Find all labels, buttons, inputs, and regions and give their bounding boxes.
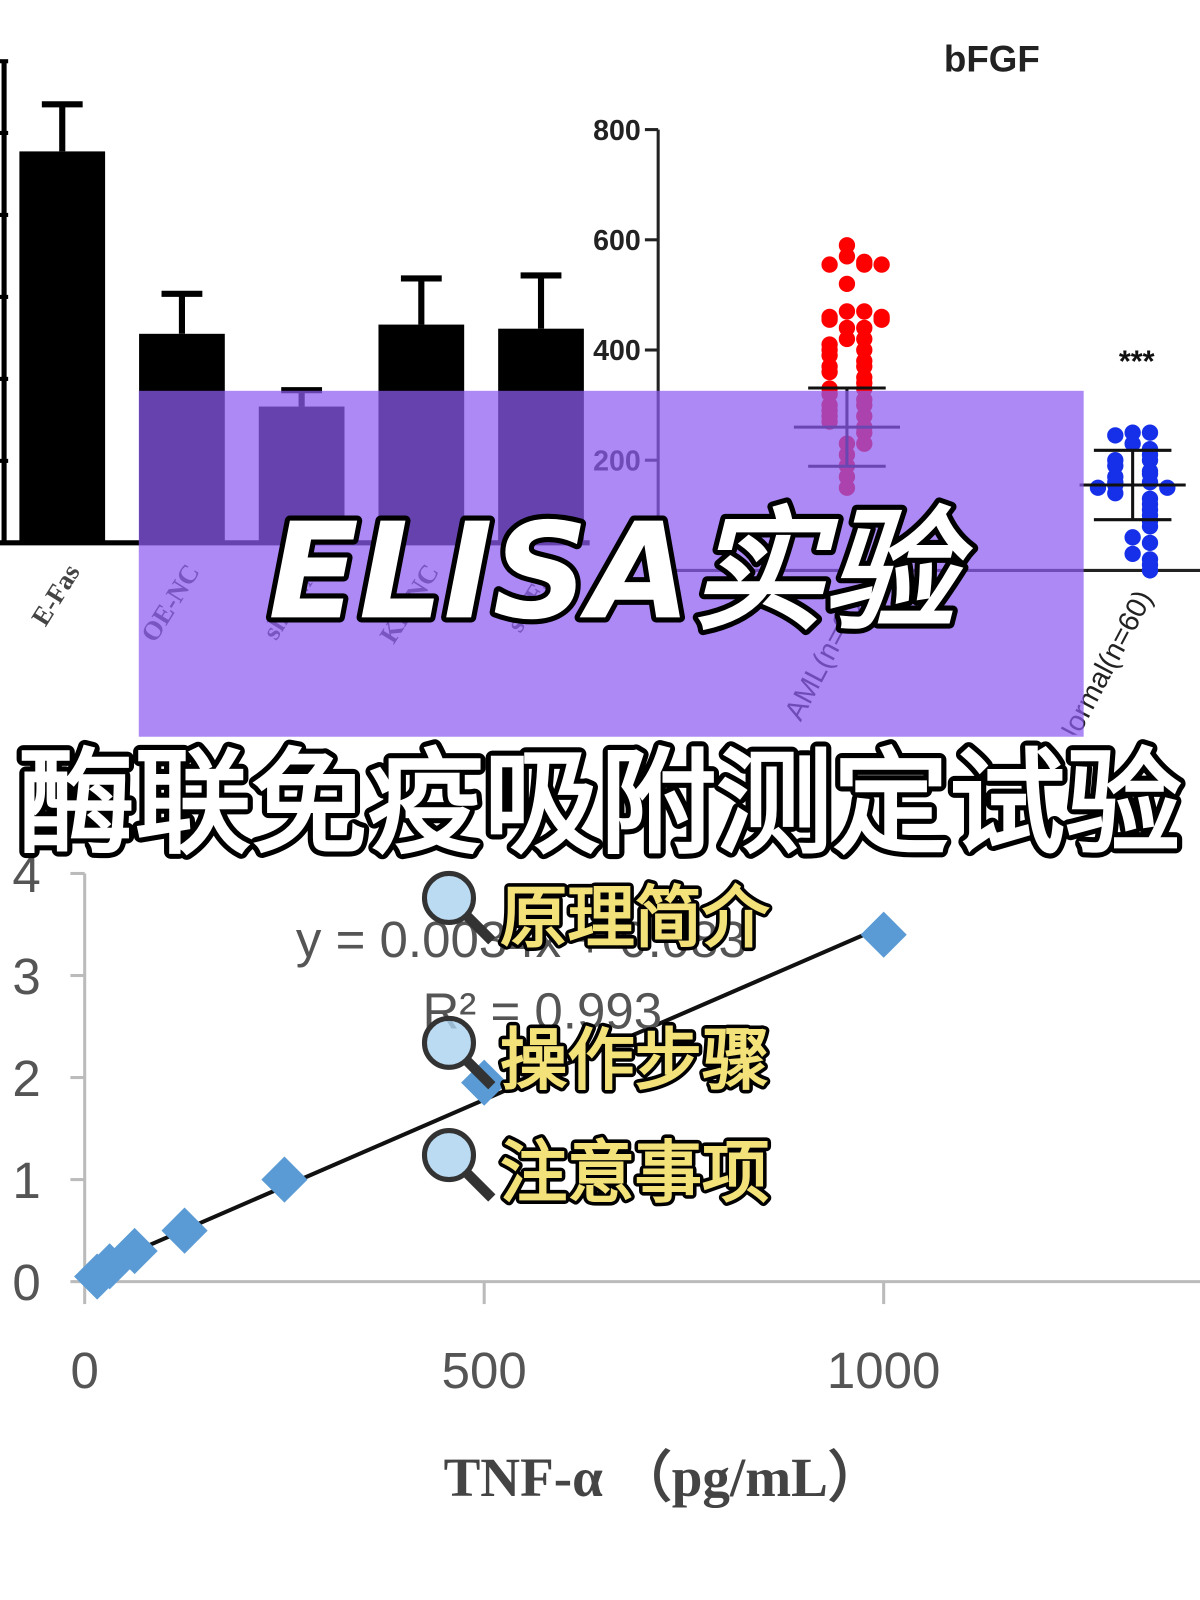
error-bar <box>1093 448 1172 522</box>
error-bar <box>520 272 562 329</box>
point <box>860 911 907 958</box>
dot <box>1107 485 1124 502</box>
dot <box>821 363 838 381</box>
dot <box>821 311 838 328</box>
magnifier <box>421 870 496 1202</box>
bar <box>19 151 106 543</box>
x-axis-label: TNF-α （pg/mL） <box>444 1447 883 1508</box>
point <box>261 1156 308 1203</box>
y-tick-label: 400 <box>593 335 641 367</box>
dot <box>821 256 838 273</box>
dot <box>838 275 856 293</box>
x-tick-label: 500 <box>442 1342 527 1399</box>
dot <box>1124 545 1141 563</box>
dot <box>873 256 890 273</box>
x-tick-label: E-Fas <box>25 559 86 631</box>
dot <box>1141 518 1159 535</box>
dot <box>1141 474 1159 491</box>
menu-item: 注意事项 <box>500 1133 769 1212</box>
x-tick-label: 0 <box>71 1342 99 1399</box>
title: ELISA实验 <box>268 495 973 649</box>
y-tick-label: 600 <box>593 225 641 257</box>
y-tick-label: 0 <box>12 1254 40 1311</box>
error-bar <box>41 101 83 152</box>
x-tick-label: 1000 <box>827 1342 941 1399</box>
chart-title: bFGF <box>944 38 1040 79</box>
overlay-text: ELISA实验 酶联免疫吸附测定试验 原理简介 操作步骤 注意事项 <box>13 490 1186 1215</box>
point <box>161 1207 208 1254</box>
menu-item: 原理简介 <box>500 878 770 957</box>
subtitle: 酶联免疫吸附测定试验 <box>18 737 1181 870</box>
dot <box>1141 534 1159 552</box>
dot <box>838 330 856 348</box>
overlay-band <box>138 390 1084 737</box>
dot <box>1159 479 1176 496</box>
dot <box>838 248 856 265</box>
error-bar <box>161 290 203 334</box>
y-tick-label: 4 <box>12 846 40 903</box>
equation: y = 0.0034x + 0.083 <box>296 911 747 968</box>
dot <box>1124 435 1141 452</box>
y-tick-label: 1 <box>12 1152 40 1209</box>
y-tick-label: 800 <box>593 115 641 147</box>
dot <box>1141 562 1159 579</box>
dot <box>1124 529 1141 546</box>
annotation: *** <box>1119 344 1155 378</box>
dot <box>1107 427 1124 444</box>
dot <box>873 311 890 328</box>
y-tick-label: 3 <box>12 948 40 1005</box>
error-bar <box>400 275 442 325</box>
dot <box>1141 424 1159 441</box>
y-tick-label: 2 <box>12 1050 40 1107</box>
dot <box>856 303 873 320</box>
dot <box>1089 479 1107 496</box>
menu-item: 操作步骤 <box>500 1021 769 1100</box>
dot <box>856 256 873 273</box>
dot <box>838 303 856 320</box>
